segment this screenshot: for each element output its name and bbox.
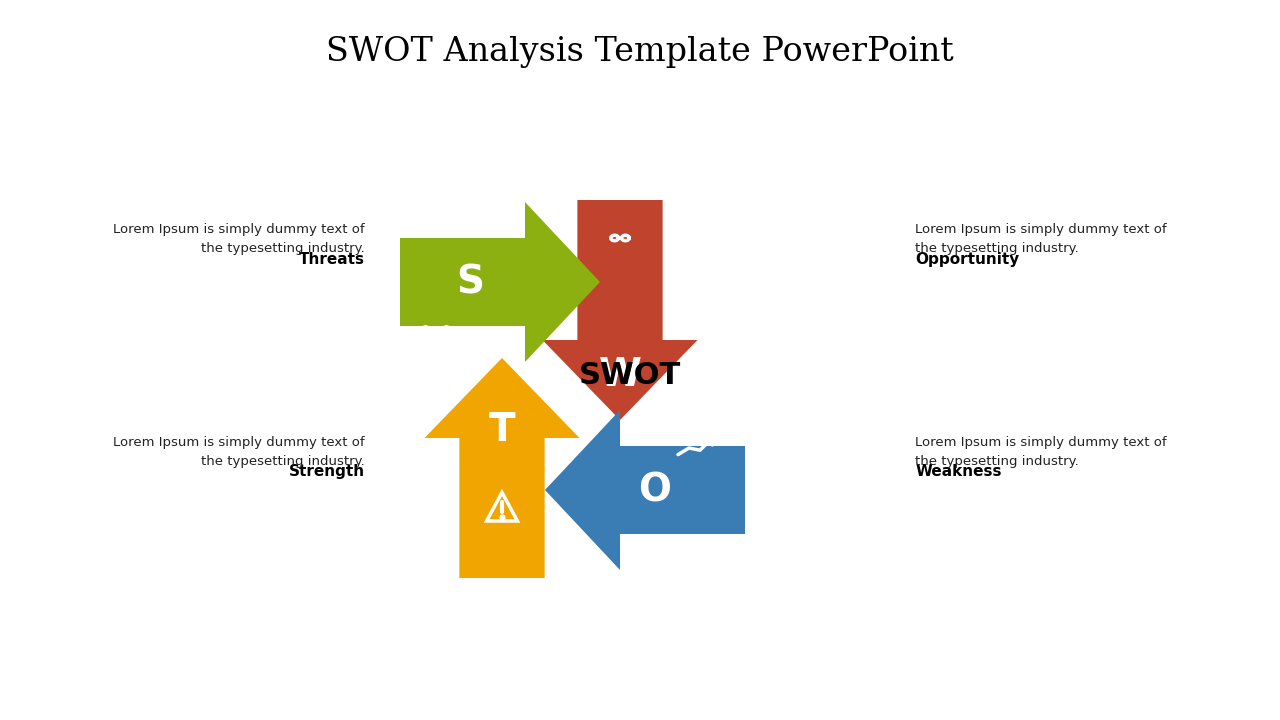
Text: Lorem Ipsum is simply dummy text of
the typesetting industry.: Lorem Ipsum is simply dummy text of the … <box>915 223 1167 255</box>
Text: T: T <box>489 411 516 449</box>
Polygon shape <box>545 410 745 570</box>
Text: SWOT Analysis Template PowerPoint: SWOT Analysis Template PowerPoint <box>326 36 954 68</box>
Text: Strength: Strength <box>289 464 365 479</box>
Polygon shape <box>543 200 698 420</box>
Text: Opportunity: Opportunity <box>915 252 1019 266</box>
Text: S: S <box>456 263 484 301</box>
Text: Lorem Ipsum is simply dummy text of
the typesetting industry.: Lorem Ipsum is simply dummy text of the … <box>915 436 1167 467</box>
Text: SWOT: SWOT <box>579 361 681 390</box>
Text: Threats: Threats <box>298 252 365 266</box>
Text: Lorem Ipsum is simply dummy text of
the typesetting industry.: Lorem Ipsum is simply dummy text of the … <box>113 436 365 467</box>
Text: Lorem Ipsum is simply dummy text of
the typesetting industry.: Lorem Ipsum is simply dummy text of the … <box>113 223 365 255</box>
Text: W: W <box>599 356 641 394</box>
Text: Weakness: Weakness <box>915 464 1002 479</box>
Polygon shape <box>399 202 600 362</box>
Text: O: O <box>639 471 672 509</box>
Polygon shape <box>425 358 580 578</box>
